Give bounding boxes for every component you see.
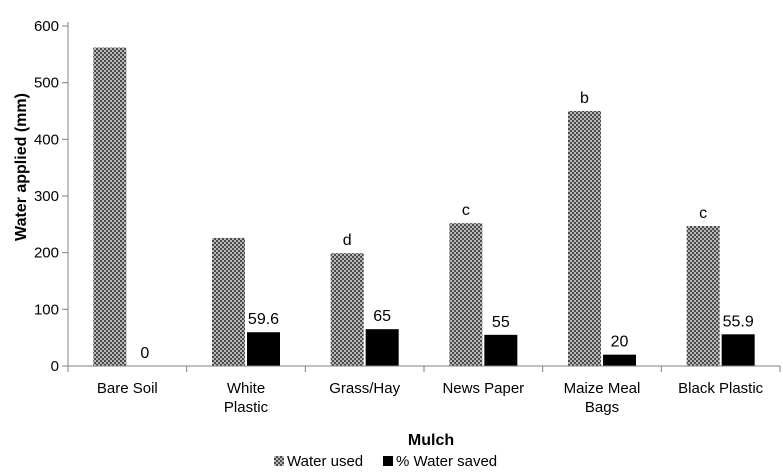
bar-water-saved [365, 329, 399, 366]
x-category-label: News Paper [442, 380, 524, 397]
x-category-label: Black Plastic [678, 380, 764, 397]
y-tick-label: 200 [34, 245, 59, 262]
bar-water-used [568, 111, 601, 366]
bars: 0 59.6 d 65 c 55 b 20 c 55.9 [93, 47, 755, 367]
y-axis-title: Water applied (mm) [13, 93, 30, 241]
x-category-label-line: Maize Meal [564, 380, 641, 397]
bar-water-saved [603, 354, 636, 366]
significance-label: c [462, 202, 470, 219]
bar-water-used [449, 223, 483, 366]
x-category-label-line: Grass/Hay [329, 380, 400, 397]
significance-label: b [580, 90, 589, 107]
significance-label: c [699, 205, 707, 222]
legend-entry-label: Water used [287, 453, 363, 470]
bar-water-used [93, 47, 127, 367]
data-label: 20 [611, 334, 629, 351]
x-category-label: Maize Meal Bags [564, 380, 641, 416]
bar-water-saved [247, 332, 280, 366]
x-category-label: White Plastic [224, 380, 269, 416]
bar-water-saved [721, 334, 755, 366]
x-category-label-line: Bags [585, 399, 619, 416]
bar-water-used [330, 253, 364, 366]
bar-water-used [212, 237, 245, 366]
legend-swatch-water-saved [383, 456, 393, 466]
data-label: 55 [492, 314, 510, 331]
x-axis: Bare Soil White Plastic Grass/Hay News Paper… [67, 365, 781, 416]
data-label: 65 [373, 308, 391, 325]
legend-entry-label: % Water saved [396, 453, 497, 470]
x-category-label-line: Bare Soil [97, 380, 158, 397]
x-category-label-line: News Paper [442, 380, 524, 397]
x-category-label-line: Plastic [224, 399, 269, 416]
y-tick-label: 0 [51, 358, 59, 375]
y-tick-label: 600 [34, 18, 59, 35]
x-category-label-line: Black Plastic [678, 380, 764, 397]
data-label: 55.9 [723, 313, 754, 330]
bar-water-saved [484, 334, 518, 366]
legend: Water used % Water saved [274, 453, 497, 470]
data-label: 59.6 [248, 311, 279, 328]
bar-water-used [686, 226, 720, 366]
y-tick-label: 300 [34, 188, 59, 205]
x-category-label: Grass/Hay [329, 380, 400, 397]
x-category-label: Bare Soil [97, 380, 158, 397]
x-category-label-line: White [227, 380, 265, 397]
x-axis-title: Mulch [408, 432, 454, 449]
y-tick-label: 100 [34, 301, 59, 318]
y-tick-label: 500 [34, 75, 59, 92]
legend-swatch-water-used [274, 456, 284, 466]
significance-label: d [343, 232, 352, 249]
y-axis: 0 100 200 300 400 500 600 [34, 18, 69, 375]
data-label: 0 [140, 345, 149, 362]
y-tick-label: 400 [34, 131, 59, 148]
